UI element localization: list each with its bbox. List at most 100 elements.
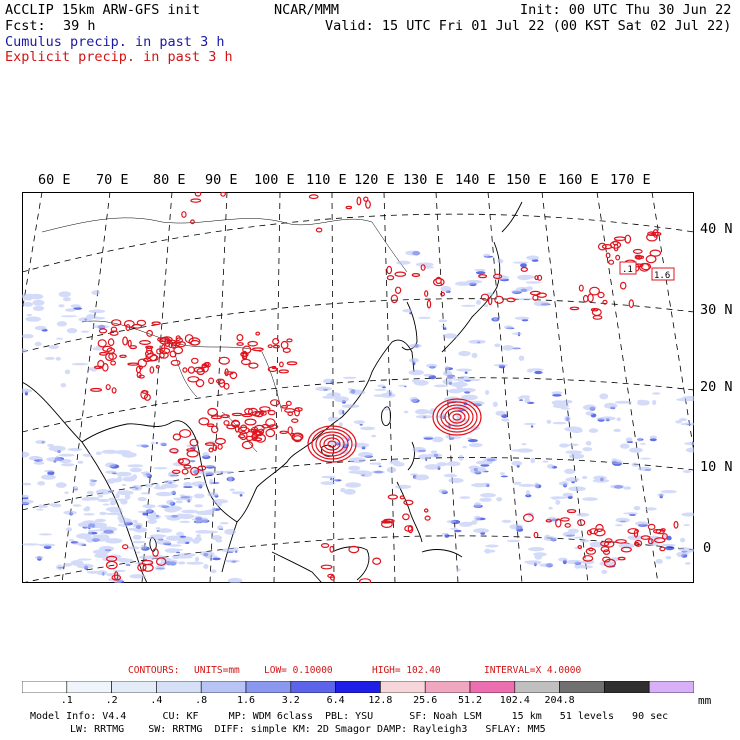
light-precip-cell [228, 476, 233, 482]
explicit-precip-cell [122, 336, 128, 346]
light-precip-cell [231, 491, 245, 495]
light-precip-cell [334, 396, 349, 403]
explicit-precip-cell [673, 520, 679, 529]
explicit-precip-cell [254, 410, 264, 418]
explicit-precip-cell [145, 349, 154, 358]
light-precip-cell [352, 470, 371, 475]
light-precip-cell [610, 484, 625, 489]
light-precip-cell [62, 297, 71, 302]
light-precip-cell [341, 404, 360, 409]
explicit-precip-cell [189, 438, 199, 447]
explicit-precip-cell [603, 558, 616, 568]
explicit-precip-cell [177, 458, 184, 464]
contours-high: HIGH= 102.40 [372, 665, 441, 676]
explicit-precip-cell [278, 369, 289, 374]
explicit-precip-cell [604, 538, 613, 544]
light-precip-cell [468, 465, 481, 470]
explicit-precip-cell [191, 357, 199, 364]
explicit-precip-cell [105, 555, 118, 562]
light-precip-cell [661, 543, 676, 547]
light-precip-cell [685, 447, 694, 453]
explicit-precip-cell [330, 574, 336, 581]
light-precip-cell [194, 515, 202, 519]
light-precip-cell [447, 461, 461, 467]
light-precip-cell [357, 451, 374, 458]
colorbar-swatch [66, 681, 112, 693]
light-precip-cell [323, 378, 334, 384]
colorbar-swatch [424, 681, 471, 693]
map-frame [22, 192, 694, 583]
light-precip-cell [38, 533, 53, 536]
explicit-precip-cell [506, 297, 516, 303]
explicit-precip-cell [386, 275, 395, 281]
light-precip-cell [47, 443, 54, 447]
light-precip-cell [44, 469, 55, 473]
light-precip-cell [374, 388, 387, 391]
cumulus-precip-cell [519, 399, 524, 401]
lat-label: 0 [703, 540, 712, 556]
light-precip-cell [203, 509, 215, 515]
colorbar-swatch [648, 681, 694, 693]
light-precip-cell [525, 281, 542, 284]
explicit-precip-cell [267, 344, 273, 349]
light-precip-cell [217, 525, 224, 531]
light-precip-cell [501, 418, 510, 422]
explicit-precip-cell [220, 192, 226, 197]
light-precip-cell [144, 483, 153, 488]
light-precip-cell [94, 553, 109, 559]
light-precip-cell [396, 260, 411, 265]
light-precip-cell [66, 328, 78, 334]
explicit-precip-cell [655, 528, 665, 535]
light-precip-cell [76, 563, 94, 569]
light-precip-cell [546, 419, 552, 424]
init-time: Init: 00 UTC Thu 30 Jun 22 [520, 2, 732, 18]
light-precip-cell [142, 504, 156, 509]
light-precip-cell [436, 462, 448, 467]
light-precip-cell [555, 499, 561, 505]
light-precip-cell [462, 445, 467, 449]
explicit-precip-cell [640, 535, 651, 540]
light-precip-cell [137, 510, 151, 514]
light-precip-cell [459, 496, 471, 499]
light-precip-cell [430, 450, 438, 454]
light-precip-cell [596, 417, 606, 421]
lon-label: 160 E [558, 172, 599, 188]
light-precip-cell [448, 478, 464, 483]
colorbar-swatch [514, 681, 560, 693]
explicit-precip-cell [493, 273, 503, 280]
light-precip-cell [458, 454, 464, 461]
forecast-label: Fcst: [5, 18, 46, 34]
cumulus-precip-cell [552, 393, 562, 397]
explicit-precip-cell [582, 555, 594, 562]
light-precip-cell [582, 475, 588, 480]
colorbar-swatch [22, 681, 68, 693]
light-precip-cell [83, 525, 97, 529]
explicit-precip-cell [432, 277, 445, 287]
light-precip-cell [118, 518, 133, 524]
light-precip-cell [130, 485, 143, 491]
light-precip-cell [155, 491, 173, 497]
explicit-precip-cell [628, 299, 635, 309]
light-precip-cell [637, 437, 642, 442]
light-precip-cell [655, 558, 663, 564]
explicit-precip-cell [533, 531, 539, 539]
light-precip-cell [191, 518, 207, 521]
light-precip-cell [105, 470, 117, 474]
explicit-precip-cell [591, 308, 602, 317]
light-precip-cell [432, 436, 444, 443]
light-precip-cell [22, 451, 30, 458]
explicit-precip-cell [308, 194, 319, 200]
lat-label: 20 N [700, 379, 733, 395]
light-precip-cell [60, 315, 78, 318]
explicit-precip-cell [564, 523, 571, 528]
light-precip-cell [386, 466, 397, 473]
explicit-precip-cell [161, 344, 166, 352]
explicit-precip-cell [566, 509, 577, 514]
cumulus-precip-cell [467, 439, 478, 443]
light-precip-cell [168, 449, 179, 453]
light-precip-cell [153, 467, 168, 470]
explicit-precip-cell [102, 345, 113, 352]
light-precip-cell [34, 556, 44, 559]
explicit-precip-cell [647, 538, 654, 545]
light-precip-cell [585, 441, 592, 446]
